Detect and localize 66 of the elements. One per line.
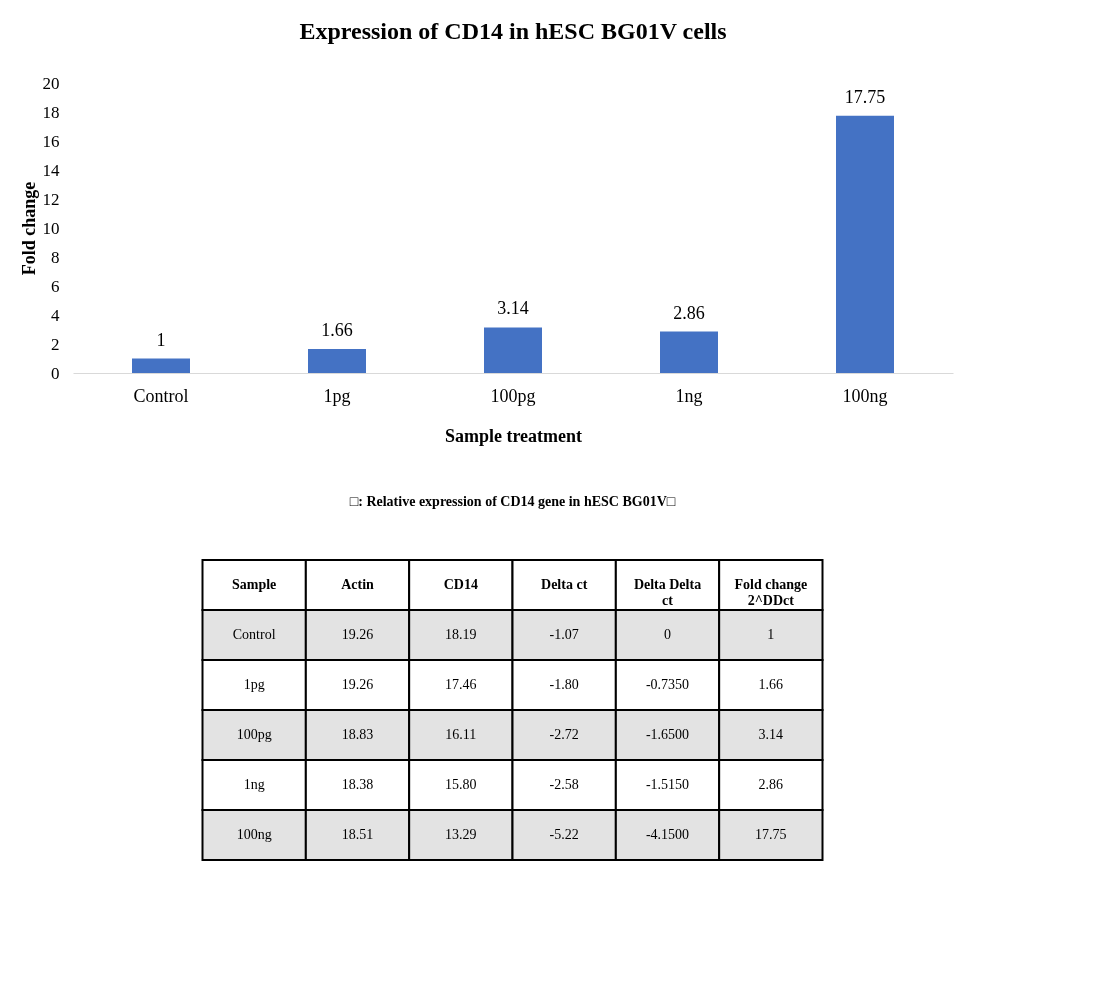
text: -2.58 — [549, 777, 579, 792]
chart-title: Expression of CD14 in hESC BG01V cells — [299, 18, 727, 44]
data-label: 1.66 — [321, 319, 353, 340]
text: 2.86 — [758, 777, 784, 792]
text: 17.46 — [445, 677, 477, 692]
text: 18.19 — [445, 627, 477, 642]
x-tick-label: 100ng — [842, 385, 888, 406]
data-label: 17.75 — [844, 86, 886, 107]
y-tick-label: 0 — [51, 363, 60, 383]
y-tick-label: 10 — [42, 218, 60, 238]
y-tick-label: 12 — [42, 189, 60, 209]
text: -4.1500 — [645, 827, 690, 842]
text: 1ng — [243, 777, 265, 792]
text: Control — [232, 627, 276, 642]
text: -5.22 — [549, 827, 579, 842]
text: -1.07 — [549, 627, 579, 642]
x-tick-label: 1pg — [323, 385, 351, 406]
bar — [484, 327, 542, 373]
y-tick-label: 20 — [42, 73, 60, 93]
text: 19.26 — [341, 677, 374, 692]
text: Sample — [231, 577, 277, 592]
data-label: 3.14 — [497, 298, 529, 319]
y-tick-label: 4 — [51, 305, 60, 325]
text: 1.66 — [758, 677, 784, 692]
text: 17.75 — [755, 827, 787, 842]
text: Fold change 2^DDct — [734, 577, 808, 608]
bar — [836, 115, 894, 373]
text: -2.72 — [549, 727, 579, 742]
y-axis-title: Fold change — [18, 181, 39, 276]
text: 100ng — [236, 827, 272, 842]
y-tick-label: 2 — [51, 334, 60, 354]
text: 16.11 — [445, 727, 477, 742]
data-label: 2.86 — [673, 302, 705, 323]
x-tick-label: 1ng — [675, 385, 703, 406]
text: 13.29 — [445, 827, 477, 842]
text: 100pg — [236, 727, 272, 742]
x-tick-label: Control — [133, 385, 189, 406]
text: CD14 — [443, 577, 478, 592]
text: Actin — [341, 577, 375, 592]
data-label: 1 — [156, 329, 166, 350]
text: Delta Delta ct — [633, 577, 702, 608]
text: Delta ct — [541, 577, 588, 592]
x-tick-label: 100pg — [490, 385, 536, 406]
text: 15.80 — [445, 777, 477, 792]
text: 18.51 — [341, 827, 374, 842]
text: -1.5150 — [645, 777, 690, 792]
text: 1pg — [243, 677, 265, 692]
text: 0 — [664, 627, 671, 642]
text: 1 — [767, 627, 775, 642]
text: □: Relative expression of CD14 gene in hESC BG01V□ — [349, 494, 676, 509]
y-tick-label: 18 — [42, 102, 60, 122]
y-tick-label: 8 — [51, 247, 60, 267]
text: 18.38 — [341, 777, 374, 792]
text: 18.83 — [341, 727, 374, 742]
text: -1.6500 — [645, 727, 690, 742]
bar — [660, 331, 718, 373]
bar — [132, 358, 190, 373]
text: -1.80 — [549, 677, 579, 692]
text: -0.7350 — [645, 677, 690, 692]
y-tick-label: 6 — [51, 276, 60, 296]
x-axis-title: Sample treatment — [444, 425, 583, 446]
text: 19.26 — [341, 627, 374, 642]
bar — [308, 348, 366, 373]
text: 3.14 — [758, 727, 784, 742]
y-tick-label: 14 — [42, 160, 60, 180]
y-tick-label: 16 — [42, 131, 60, 151]
